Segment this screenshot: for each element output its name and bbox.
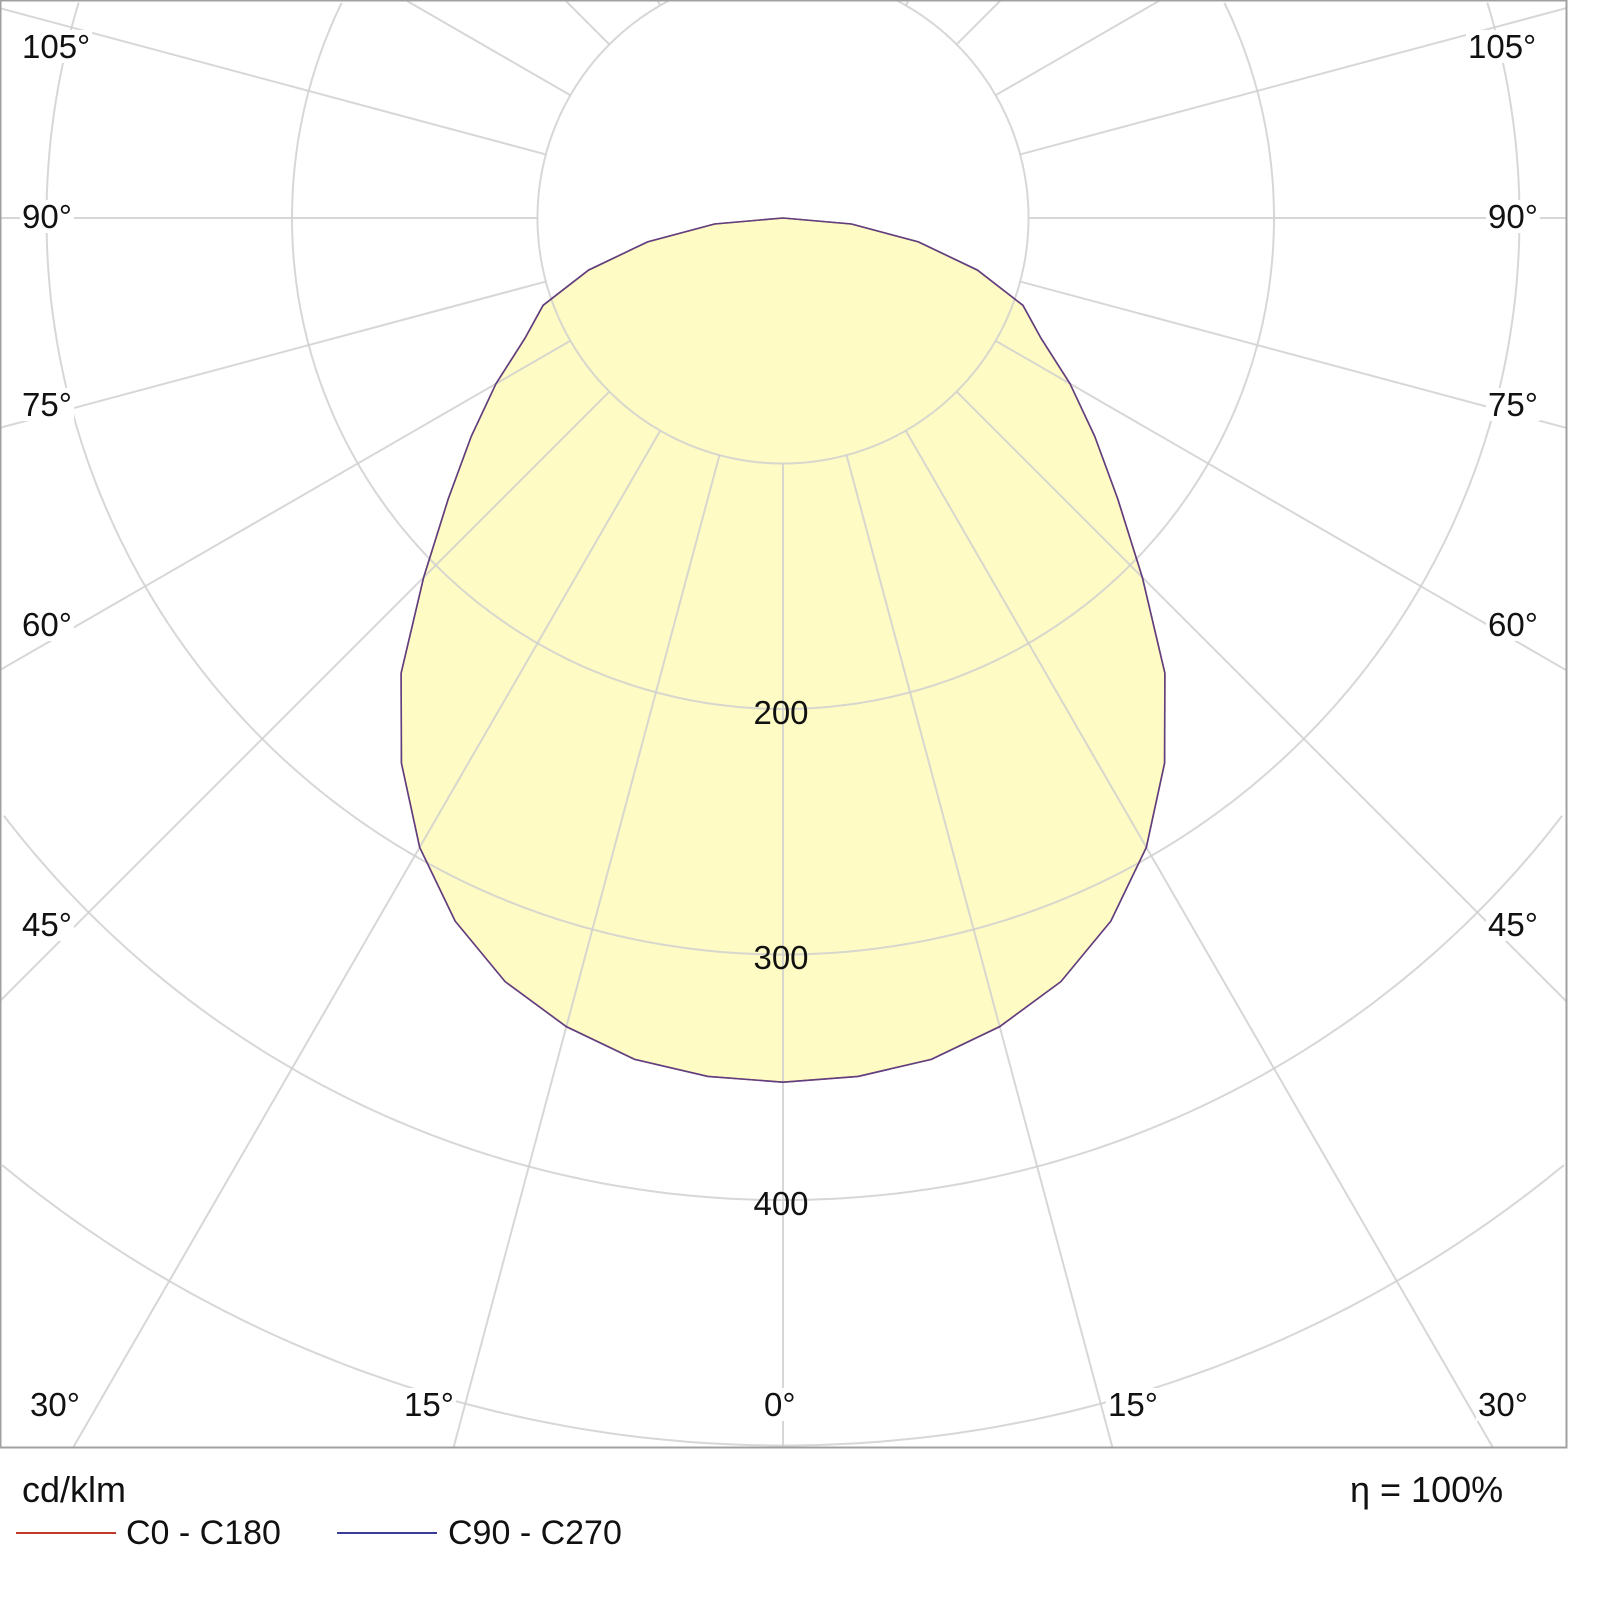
grid-ray-135 — [955, 0, 1002, 46]
grid-ray-75 — [0, 280, 547, 429]
angle-label-right-60: 60° — [1486, 606, 1540, 643]
angle-label-left-30: 30° — [28, 1386, 82, 1423]
angle-label-right-15: 15° — [1106, 1386, 1160, 1423]
grid-ray-60 — [995, 339, 1567, 671]
grid-ray-45 — [0, 390, 611, 1002]
angle-label-left-105: 105° — [20, 28, 93, 65]
series-line-1 — [400, 217, 1166, 1083]
angle-label-right-105: 105° — [1466, 28, 1539, 65]
angle-label-left-60: 60° — [20, 606, 74, 643]
grid-ray-75 — [1019, 280, 1567, 429]
legend-label-c90: C90 - C270 — [448, 1514, 622, 1552]
unit-label: cd/klm — [22, 1469, 127, 1510]
angle-label-right-90: 90° — [1486, 198, 1540, 235]
grid-ray-45 — [955, 390, 1567, 1002]
legend-label-c0: C0 - C180 — [126, 1514, 281, 1552]
grid-ray-135 — [564, 0, 611, 46]
grid-ray-30 — [904, 430, 1494, 1448]
angle-label-left-45: 45° — [20, 906, 74, 943]
legend-swatch-c0 — [16, 1532, 116, 1534]
angle-label-left-75: 75° — [20, 386, 74, 423]
efficiency-label: η = 100% — [1350, 1469, 1504, 1510]
grid-ray-120 — [404, 0, 571, 97]
ring-label-400: 400 — [753, 1185, 809, 1222]
grid-ray-60 — [0, 339, 571, 671]
legend-swatch-c90 — [337, 1532, 437, 1534]
grid-ring-400 — [3, 815, 1563, 1201]
angle-label-right-45: 45° — [1486, 906, 1540, 943]
grid-ring-200 — [291, 2, 1275, 710]
plot-frame — [0, 0, 1568, 1449]
grid-ray-120 — [995, 0, 1162, 97]
angle-label-left-15: 15° — [402, 1386, 456, 1423]
grid-ray-30 — [72, 430, 662, 1448]
plot-area — [0, 0, 1567, 1448]
angle-label-0: 0° — [762, 1386, 798, 1423]
angle-label-right-75: 75° — [1486, 386, 1540, 423]
grid-ring-100 — [536, 0, 1030, 465]
ring-label-200: 200 — [753, 694, 809, 731]
angle-label-left-90: 90° — [20, 198, 74, 235]
grid-ray-15 — [452, 454, 721, 1448]
angle-label-right-30: 30° — [1476, 1386, 1530, 1423]
grid-ring-500 — [1, 1164, 1565, 1447]
ring-label-300: 300 — [753, 939, 809, 976]
grid-ray-15 — [845, 454, 1114, 1448]
